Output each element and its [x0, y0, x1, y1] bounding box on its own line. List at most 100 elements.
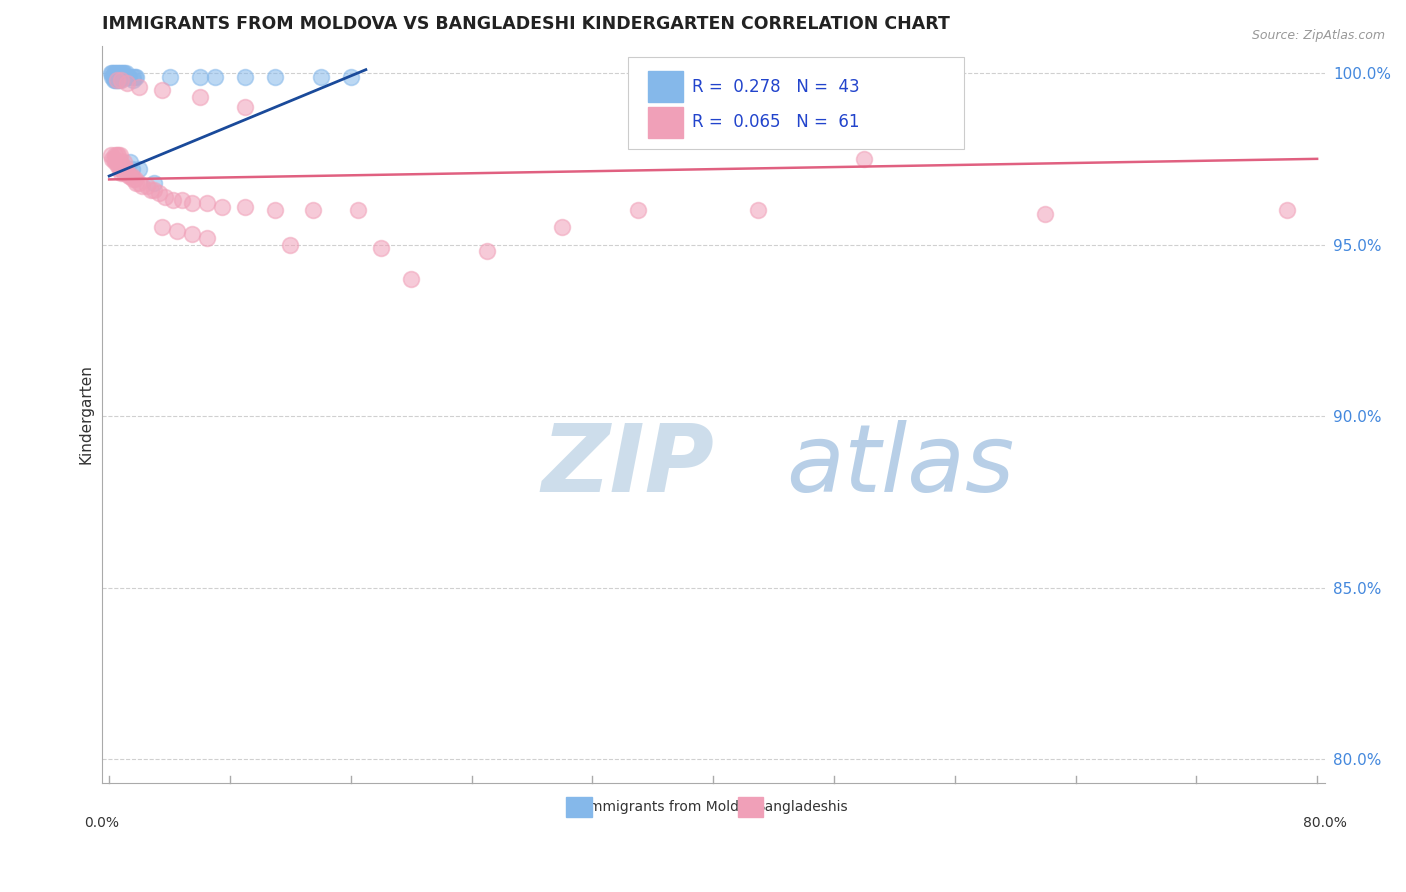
Point [233, 200, 256, 214]
Point [475, 244, 498, 259]
Text: Source: ZipAtlas.com: Source: ZipAtlas.com [1251, 29, 1385, 42]
Text: Immigrants from Moldova: Immigrants from Moldova [585, 800, 763, 814]
Point [101, 66, 124, 80]
Text: Bangladeshis: Bangladeshis [756, 800, 849, 814]
Point [108, 162, 131, 177]
Point [111, 66, 134, 80]
Point [339, 70, 361, 84]
Point [110, 155, 132, 169]
Point [107, 66, 129, 80]
Point [1275, 203, 1298, 218]
Point [103, 66, 125, 80]
Point [117, 76, 139, 90]
Point [103, 152, 125, 166]
Point [100, 148, 122, 162]
Point [264, 70, 287, 84]
Point [103, 73, 125, 87]
Point [141, 183, 163, 197]
Point [114, 66, 136, 80]
Point [399, 272, 422, 286]
Point [125, 70, 148, 84]
Point [110, 66, 132, 80]
Point [110, 73, 132, 87]
Point [112, 165, 135, 179]
Point [204, 70, 226, 84]
Point [121, 162, 143, 177]
Point [233, 100, 256, 114]
Point [148, 186, 170, 201]
Point [551, 220, 574, 235]
Point [150, 220, 173, 235]
Point [105, 70, 128, 84]
Point [181, 227, 204, 242]
Point [124, 70, 146, 84]
Text: ZIP: ZIP [541, 420, 714, 512]
Point [105, 73, 128, 87]
Point [188, 90, 211, 104]
Point [110, 70, 132, 84]
Point [107, 73, 129, 87]
Point [347, 203, 370, 218]
Point [131, 179, 153, 194]
Point [121, 169, 143, 183]
Point [124, 172, 146, 186]
Point [110, 165, 132, 179]
Point [104, 148, 127, 162]
Point [170, 193, 193, 207]
Text: R =  0.065   N =  61: R = 0.065 N = 61 [692, 113, 860, 131]
Point [117, 70, 139, 84]
FancyBboxPatch shape [627, 57, 965, 149]
Point [108, 66, 131, 80]
Point [853, 152, 876, 166]
Point [128, 79, 150, 94]
Point [100, 66, 122, 80]
Point [107, 70, 129, 84]
Point [162, 193, 184, 207]
Point [233, 70, 256, 84]
Point [280, 237, 302, 252]
Point [125, 176, 148, 190]
Text: R =  0.278   N =  43: R = 0.278 N = 43 [692, 78, 860, 96]
Point [309, 70, 332, 84]
Text: atlas: atlas [786, 420, 1015, 511]
Point [112, 70, 135, 84]
Point [188, 70, 211, 84]
Text: 0.0%: 0.0% [84, 816, 120, 830]
Point [105, 155, 128, 169]
Point [104, 70, 127, 84]
Point [101, 70, 124, 84]
Point [627, 203, 650, 218]
Point [150, 83, 173, 97]
Point [122, 73, 145, 87]
Point [195, 196, 218, 211]
Point [122, 70, 145, 84]
Bar [648, 107, 682, 138]
Point [111, 159, 134, 173]
Point [103, 70, 125, 84]
Point [264, 203, 287, 218]
Point [747, 203, 769, 218]
Point [370, 241, 392, 255]
Point [108, 148, 131, 162]
Point [108, 70, 131, 84]
Point [104, 73, 127, 87]
Point [120, 155, 142, 169]
Text: IMMIGRANTS FROM MOLDOVA VS BANGLADESHI KINDERGARTEN CORRELATION CHART: IMMIGRANTS FROM MOLDOVA VS BANGLADESHI K… [101, 15, 949, 33]
Point [105, 148, 128, 162]
Point [120, 169, 142, 183]
Point [104, 155, 127, 169]
Point [143, 176, 166, 190]
Point [107, 159, 129, 173]
Point [105, 73, 128, 87]
Point [153, 189, 176, 203]
Point [302, 203, 325, 218]
Point [101, 152, 124, 166]
Y-axis label: Kindergarten: Kindergarten [79, 365, 93, 465]
Point [128, 176, 150, 190]
Point [105, 66, 128, 80]
Point [118, 70, 141, 84]
Bar [648, 71, 682, 103]
Point [114, 70, 136, 84]
Point [1033, 207, 1056, 221]
Point [104, 66, 127, 80]
